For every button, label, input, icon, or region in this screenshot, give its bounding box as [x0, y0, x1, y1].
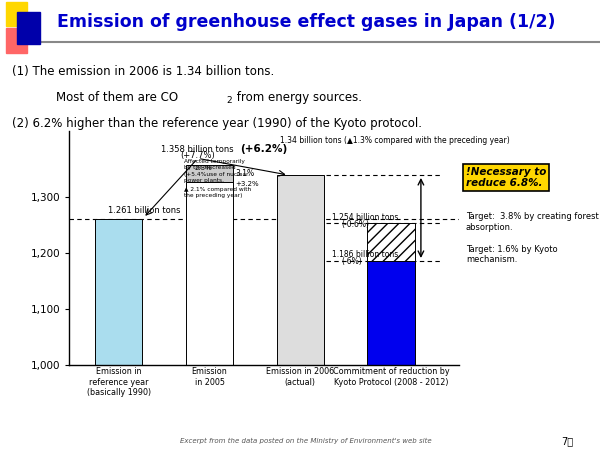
Text: 1.254 billion tons: 1.254 billion tons — [332, 213, 398, 222]
Text: Most of them are CO: Most of them are CO — [41, 91, 178, 104]
Text: !Necessary to
reduce 6.8%.: !Necessary to reduce 6.8%. — [466, 166, 546, 188]
Bar — [367, 223, 415, 261]
Text: 7影: 7影 — [561, 436, 573, 446]
Text: 3.1%: 3.1% — [235, 169, 254, 178]
Bar — [95, 219, 142, 364]
Bar — [17, 12, 40, 44]
Text: (-6%): (-6%) — [341, 257, 362, 266]
Text: from energy sources.: from energy sources. — [233, 91, 362, 104]
Text: Affected temporarily
by the decreased
(+5.4%use of nuclear
power plants.: Affected temporarily by the decreased (+… — [184, 159, 248, 183]
Text: Emission
in 2005: Emission in 2005 — [192, 367, 227, 387]
Bar — [186, 165, 233, 182]
Text: ▲ 2.1% compared with
the preceding year): ▲ 2.1% compared with the preceding year) — [184, 187, 251, 198]
Bar — [6, 2, 27, 26]
Bar — [6, 28, 27, 53]
Bar — [186, 182, 233, 364]
Bar — [367, 261, 415, 365]
Text: (1) The emission in 2006 is 1.34 billion tons.: (1) The emission in 2006 is 1.34 billion… — [12, 65, 274, 78]
Text: (2) 6.2% higher than the reference year (1990) of the Kyoto protocol.: (2) 6.2% higher than the reference year … — [12, 117, 422, 130]
Text: Target:  3.8% by creating forest
absorption.: Target: 3.8% by creating forest absorpti… — [466, 212, 599, 232]
Text: Target: 1.6% by Kyoto
mechanism.: Target: 1.6% by Kyoto mechanism. — [466, 245, 557, 264]
Text: 2.3%: 2.3% — [194, 165, 212, 171]
Text: 1.34 billion tons (▲1.3% compared with the preceding year): 1.34 billion tons (▲1.3% compared with t… — [280, 136, 510, 145]
Text: Emission of greenhouse effect gases in Japan (1/2): Emission of greenhouse effect gases in J… — [57, 13, 556, 31]
Text: +3.2%: +3.2% — [235, 181, 259, 187]
Text: Emission in
reference year
(basically 1990): Emission in reference year (basically 19… — [87, 367, 151, 397]
Text: Commitment of reduction by
Kyoto Protocol (2008 - 2012): Commitment of reduction by Kyoto Protoco… — [332, 367, 449, 387]
Text: 1.261 billion tons: 1.261 billion tons — [108, 206, 181, 215]
Text: Excerpt from the data posted on the Ministry of Environment's web site: Excerpt from the data posted on the Mini… — [180, 438, 431, 444]
Bar — [277, 175, 324, 364]
Text: (+6.2%): (+6.2%) — [241, 144, 287, 153]
Text: 2: 2 — [226, 96, 232, 105]
Text: (-0.6%): (-0.6%) — [341, 220, 369, 229]
Text: 1.358 billion tons: 1.358 billion tons — [161, 144, 234, 153]
Text: 1.186 billion tons: 1.186 billion tons — [332, 250, 398, 259]
Text: (+7.7%): (+7.7%) — [181, 151, 215, 160]
Text: Emission in 2006
(actual): Emission in 2006 (actual) — [266, 367, 334, 387]
